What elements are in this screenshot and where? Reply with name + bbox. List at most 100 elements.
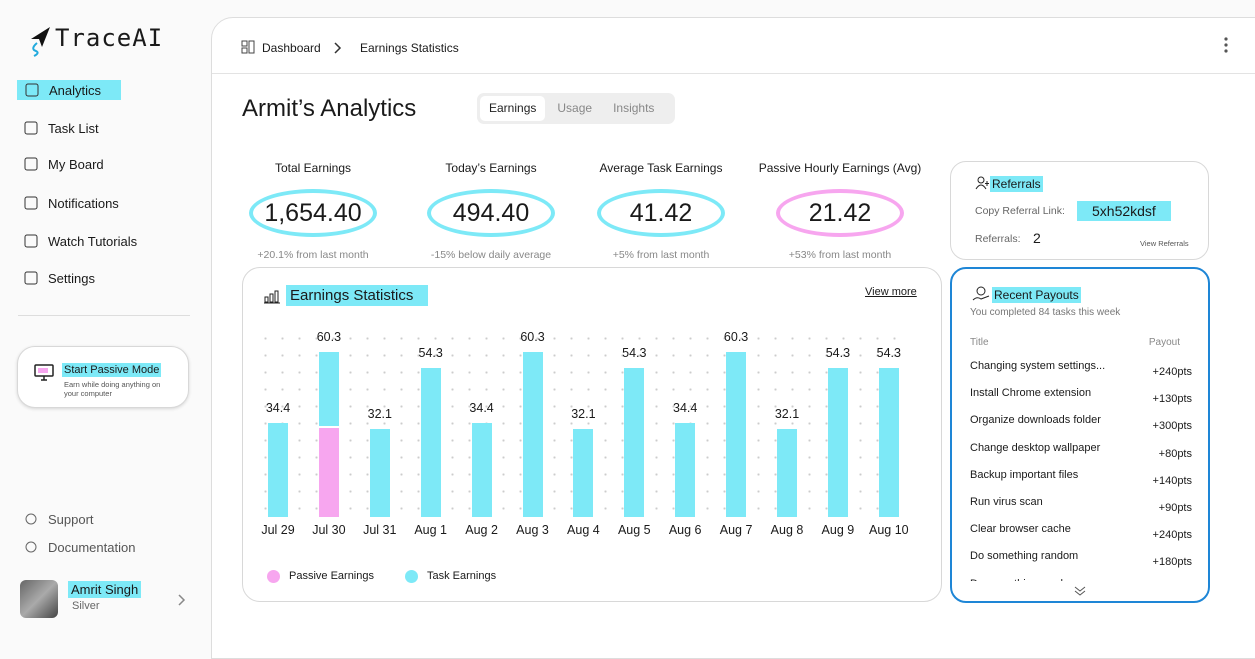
nav-item[interactable]: Settings	[24, 268, 95, 288]
payout-row: Organize downloads folder +300pts	[970, 414, 1192, 432]
link-icon	[25, 541, 37, 553]
x-tick-label: Aug 1	[414, 523, 448, 537]
column-header: Payout	[1148, 337, 1180, 348]
chart-card: Earnings Statistics View more 34.4 Jul 29…	[242, 267, 942, 602]
nav-label: Task List	[48, 120, 99, 136]
x-tick-label: Jul 29	[261, 523, 295, 537]
link-icon	[25, 513, 37, 525]
referrals-count-label: Referrals:	[975, 233, 1021, 245]
user-name: Amrit Singh	[68, 581, 142, 598]
payout-title: Run virus scan	[970, 496, 1043, 508]
page-title: Armit’s Analytics	[242, 95, 417, 122]
passive-mode-button[interactable]: Start Passive Mode Earn while doing anyt…	[17, 346, 189, 408]
stat-label: Total Earnings	[274, 161, 352, 175]
bar-segment	[522, 352, 543, 517]
payout-amount: +130pts	[1152, 393, 1192, 406]
payout-row: Changing system settings... +240pts	[970, 360, 1192, 378]
bar-segment	[624, 368, 645, 517]
referrals-count: 2	[1033, 230, 1041, 246]
payouts-title: Recent Payouts	[992, 287, 1081, 303]
legend-label: Passive Earnings	[289, 570, 374, 582]
stat: Average Task Earnings 41.42 +5% from last …	[576, 161, 746, 261]
referral-link-label: Copy Referral Link:	[975, 205, 1065, 217]
x-tick-label: Aug 5	[617, 523, 651, 537]
payout-amount: +80pts	[1158, 447, 1192, 460]
payout-amount: +240pts	[1152, 529, 1192, 542]
x-tick-label: Aug 7	[719, 523, 753, 537]
bar-segment	[369, 429, 390, 517]
payout-title: Do something random	[970, 578, 1078, 581]
chevron[interactable]	[177, 594, 187, 606]
bar-total-label: 54.3	[622, 346, 647, 361]
breadcrumb-item: Earnings Statistics	[360, 41, 459, 55]
referral-link[interactable]: 5xh52kdsf	[1077, 201, 1171, 221]
x-tick-label: Aug 9	[821, 523, 855, 537]
user-tier: Silver	[72, 600, 100, 612]
payout-title: Do something random	[970, 550, 1079, 563]
stat-note: +53% from last month	[788, 249, 892, 261]
scroll-down[interactable]	[1074, 585, 1086, 597]
referrals-card: Referrals Copy Referral Link: 5xh52kdsf …	[950, 161, 1209, 260]
bar-total-label: 32.1	[367, 407, 392, 422]
view-referrals[interactable]: View Referrals	[1140, 239, 1189, 248]
x-tick-label: Aug 8	[770, 523, 804, 537]
menu-button[interactable]	[1223, 36, 1229, 54]
nav-item[interactable]: My Board	[24, 154, 104, 174]
payout-row: Change desktop wallpaper +80pts	[970, 442, 1192, 460]
tab[interactable]: Earnings	[480, 96, 546, 121]
divider	[212, 73, 1255, 74]
stat: Passive Hourly Earnings (Avg) 21.42 +53% f…	[755, 161, 925, 261]
payout-title: Change desktop wallpaper	[970, 441, 1101, 454]
divider	[18, 315, 190, 316]
payouts-subtitle: You completed 84 tasks this week	[970, 307, 1121, 318]
bar-total-label: 54.3	[876, 346, 901, 361]
stat-label: Passive Hourly Earnings (Avg)	[758, 161, 922, 175]
tab[interactable]: Usage	[557, 101, 593, 115]
payout-title: Changing system settings...	[970, 360, 1106, 372]
stat-value: 1,654.40	[249, 189, 377, 237]
stat-value: 21.42	[776, 189, 904, 237]
bar-segment	[827, 368, 848, 517]
passive-title: Start Passive Mode	[62, 363, 162, 377]
nav-label: Analytics	[49, 82, 102, 98]
payout-amount: +180pts	[1152, 556, 1192, 569]
nav-icon	[24, 234, 38, 248]
nav-label: Settings	[48, 270, 95, 286]
payout-row: Run virus scan +90pts	[970, 496, 1192, 514]
bar-segment	[268, 422, 288, 517]
sidebar-link[interactable]: Support	[24, 509, 94, 529]
stat-note: +5% from last month	[612, 249, 710, 261]
bar-total-label: 32.1	[571, 407, 596, 422]
x-tick-label: Aug 10	[868, 523, 909, 537]
payout-title: Install Chrome extension	[970, 387, 1092, 400]
payout-rows: Changing system settings... +240pts Instal…	[952, 269, 1208, 581]
payout-amount: +90pts	[1158, 502, 1192, 514]
tab[interactable]: Insights	[613, 101, 655, 115]
payout-title: Backup important files	[970, 468, 1079, 481]
payout-row: Do something random+200pts	[970, 578, 1192, 581]
nav-item[interactable]: Watch Tutorials	[24, 231, 137, 251]
view-more[interactable]: View more	[865, 286, 917, 298]
link-label: Documentation	[48, 539, 136, 555]
payout-row: Clear browser cache +240pts	[970, 523, 1192, 541]
stat-label: Today’s Earnings	[445, 161, 537, 175]
sidebar-link[interactable]: Documentation	[24, 537, 135, 557]
nav-icon	[24, 271, 38, 285]
nav-icon	[24, 157, 38, 171]
breadcrumb-item[interactable]: Dashboard	[262, 41, 321, 55]
nav-item[interactable]: Analytics	[17, 80, 122, 100]
logo-icon	[31, 27, 50, 57]
referrals-title: Referrals	[990, 176, 1043, 192]
nav-item[interactable]: Task List	[24, 118, 99, 138]
legend-label: Task Earnings	[427, 570, 497, 582]
bar-segment	[573, 429, 594, 517]
stat-note: +20.1% from last month	[257, 249, 369, 261]
nav-item[interactable]: Notifications	[24, 193, 119, 213]
legend-swatch	[405, 570, 418, 583]
stat-value: 41.42	[597, 189, 725, 237]
stat: Today’s Earnings 494.40 -15% below daily a…	[406, 161, 576, 261]
sidebar: TraceAI Analytics Task List My Board Notifi…	[0, 0, 210, 640]
payout-row: Install Chrome extension +130pts	[970, 387, 1192, 405]
bar-total-label: 54.3	[418, 346, 443, 361]
